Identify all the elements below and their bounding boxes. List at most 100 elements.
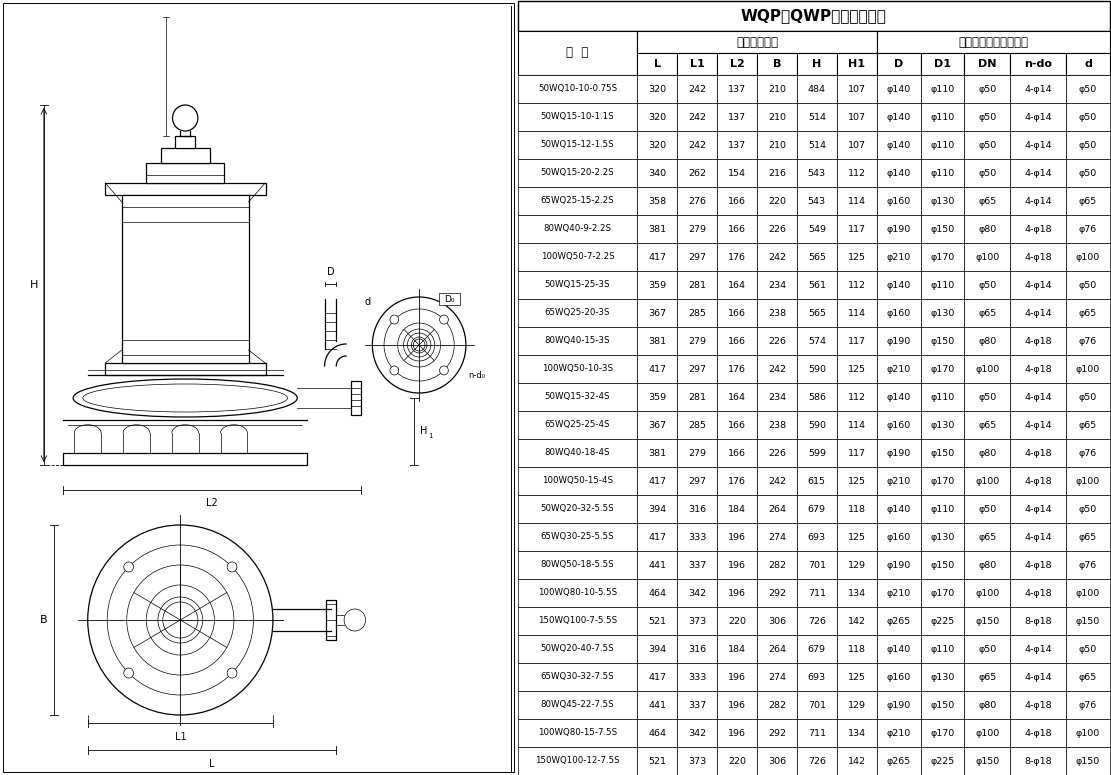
- Text: φ140: φ140: [887, 168, 911, 177]
- Bar: [1067, 495, 1110, 523]
- Text: 359: 359: [648, 392, 667, 401]
- Bar: [877, 103, 921, 131]
- Text: φ110: φ110: [930, 505, 954, 514]
- Text: L: L: [653, 59, 661, 69]
- Text: 367: 367: [648, 421, 667, 429]
- Bar: [877, 411, 921, 439]
- Circle shape: [123, 562, 133, 572]
- Bar: [877, 747, 921, 775]
- Bar: [964, 663, 1010, 691]
- Bar: [877, 523, 921, 551]
- Text: φ50: φ50: [978, 140, 997, 150]
- Text: φ50: φ50: [1079, 140, 1098, 150]
- Text: φ65: φ65: [978, 197, 997, 205]
- Bar: [1067, 327, 1110, 355]
- Circle shape: [372, 297, 466, 393]
- Text: φ65: φ65: [1079, 532, 1098, 542]
- Text: 4-φ14: 4-φ14: [1024, 281, 1052, 290]
- Text: φ140: φ140: [887, 392, 911, 401]
- Text: 574: 574: [808, 336, 825, 346]
- Bar: [877, 271, 921, 299]
- Text: L1: L1: [690, 59, 704, 69]
- Text: 134: 134: [848, 588, 865, 598]
- Text: φ100: φ100: [975, 364, 1000, 374]
- Text: 373: 373: [688, 616, 707, 625]
- Text: φ150: φ150: [930, 336, 954, 346]
- Bar: [518, 579, 638, 607]
- Text: 342: 342: [688, 728, 707, 738]
- Text: n-d₀: n-d₀: [468, 371, 486, 381]
- Text: 220: 220: [768, 197, 785, 205]
- Circle shape: [384, 309, 454, 381]
- Text: φ150: φ150: [1075, 756, 1100, 766]
- Text: 137: 137: [728, 84, 747, 94]
- Bar: [518, 551, 638, 579]
- Text: 196: 196: [728, 701, 745, 709]
- Bar: [837, 75, 877, 103]
- Bar: [717, 159, 757, 187]
- Text: 65WQ30-32-7.5S: 65WQ30-32-7.5S: [541, 673, 614, 681]
- Bar: [1010, 691, 1067, 719]
- Text: φ80: φ80: [978, 336, 997, 346]
- Text: 125: 125: [848, 477, 865, 485]
- Text: 242: 242: [688, 112, 707, 122]
- Text: 4-φ14: 4-φ14: [1024, 140, 1052, 150]
- Text: WQP（QWP）安装尺寸表: WQP（QWP）安装尺寸表: [741, 9, 887, 23]
- Text: 320: 320: [648, 84, 667, 94]
- Text: 125: 125: [848, 532, 865, 542]
- Text: 693: 693: [808, 532, 825, 542]
- Bar: [638, 75, 678, 103]
- Text: H: H: [30, 280, 38, 290]
- Bar: [518, 243, 638, 271]
- Text: 394: 394: [648, 645, 667, 653]
- Text: 417: 417: [648, 253, 667, 261]
- Text: 561: 561: [808, 281, 825, 290]
- Text: 242: 242: [768, 364, 785, 374]
- Text: φ210: φ210: [887, 364, 911, 374]
- Circle shape: [403, 329, 434, 361]
- Bar: [717, 271, 757, 299]
- Text: 100WQ50-10-3S: 100WQ50-10-3S: [542, 364, 613, 374]
- Text: 117: 117: [848, 449, 865, 457]
- Text: 184: 184: [728, 645, 745, 653]
- Bar: [1010, 215, 1067, 243]
- Text: 4-φ18: 4-φ18: [1024, 728, 1052, 738]
- Text: φ65: φ65: [1079, 421, 1098, 429]
- Text: φ110: φ110: [930, 281, 954, 290]
- Text: D: D: [894, 59, 903, 69]
- Bar: [678, 467, 717, 495]
- Bar: [1067, 383, 1110, 411]
- Text: 4-φ14: 4-φ14: [1024, 392, 1052, 401]
- Text: φ50: φ50: [1079, 84, 1098, 94]
- Bar: [638, 551, 678, 579]
- Bar: [1067, 439, 1110, 467]
- Text: 381: 381: [648, 336, 667, 346]
- Bar: [1067, 607, 1110, 635]
- Bar: [797, 75, 837, 103]
- Bar: [518, 1, 1110, 31]
- Bar: [1010, 551, 1067, 579]
- Bar: [518, 663, 638, 691]
- Text: 50WQ15-20-2.2S: 50WQ15-20-2.2S: [541, 168, 614, 177]
- Bar: [757, 299, 797, 327]
- Text: φ50: φ50: [978, 505, 997, 514]
- Text: 242: 242: [768, 253, 785, 261]
- Bar: [757, 579, 797, 607]
- Text: φ130: φ130: [930, 197, 954, 205]
- Text: 210: 210: [768, 84, 785, 94]
- Bar: [678, 663, 717, 691]
- Text: φ140: φ140: [887, 505, 911, 514]
- Text: 112: 112: [848, 168, 865, 177]
- Bar: [921, 719, 964, 747]
- Bar: [678, 411, 717, 439]
- Bar: [518, 355, 638, 383]
- Text: 137: 137: [728, 140, 747, 150]
- Bar: [678, 187, 717, 215]
- Bar: [1067, 187, 1110, 215]
- Text: 4-φ14: 4-φ14: [1024, 421, 1052, 429]
- Bar: [797, 551, 837, 579]
- Bar: [921, 607, 964, 635]
- Text: 4-φ14: 4-φ14: [1024, 197, 1052, 205]
- Text: 4-φ18: 4-φ18: [1024, 701, 1052, 709]
- Bar: [1067, 579, 1110, 607]
